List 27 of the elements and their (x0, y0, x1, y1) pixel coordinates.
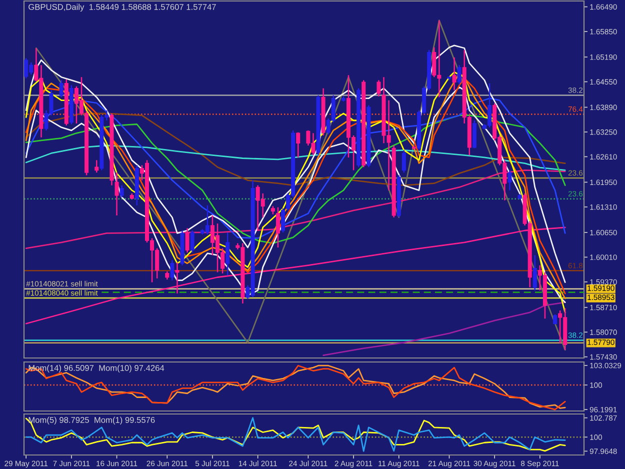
candlestick (120, 184, 124, 198)
candlestick (114, 172, 119, 216)
candlestick (59, 80, 64, 98)
candlestick (185, 228, 190, 254)
line-series (25, 144, 566, 171)
candlestick (376, 80, 381, 98)
candlestick (190, 230, 194, 254)
line-series (25, 226, 566, 324)
candlestick (281, 208, 286, 234)
candlestick (508, 170, 512, 191)
candlestick (452, 56, 456, 91)
chart-title: Mom(5) 98.7925 Mom(1) 99.5576 (28, 416, 155, 425)
line-series (25, 114, 566, 244)
chart-title: GBPUSD,Daily 1.58449 1.58688 1.57607 1.57747 (28, 4, 216, 12)
candlestick (472, 120, 476, 149)
candlestick (175, 262, 180, 294)
candlestick (402, 150, 406, 174)
candlestick (457, 64, 462, 86)
candlestick (276, 206, 280, 248)
candlestick (532, 254, 537, 292)
candlestick (170, 260, 174, 281)
candlestick (94, 160, 99, 174)
candlestick (553, 314, 558, 326)
line-series (25, 170, 566, 249)
candlestick (226, 232, 230, 276)
line-series (322, 302, 566, 356)
candlestick (296, 132, 300, 158)
